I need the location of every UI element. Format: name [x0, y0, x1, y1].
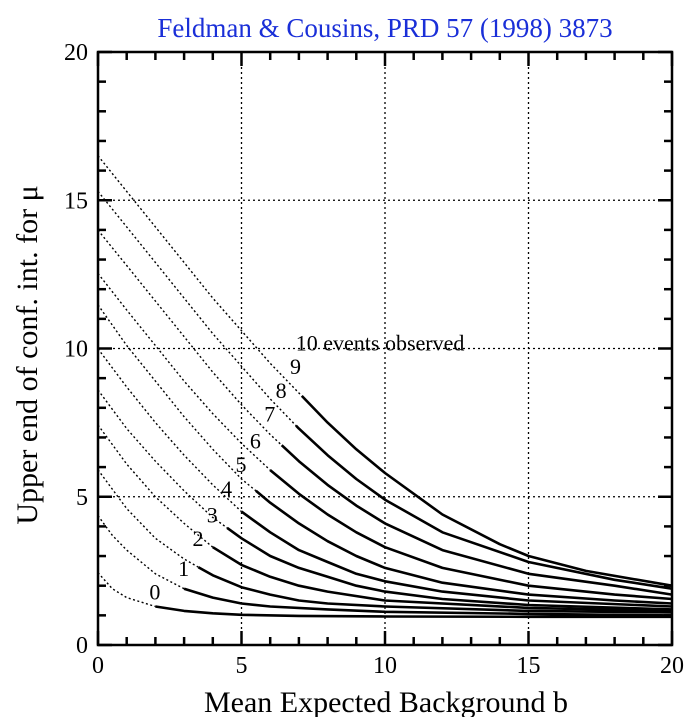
curve-label-1: 1 — [178, 556, 189, 581]
curve-2 — [197, 566, 673, 614]
curve-label-5: 5 — [236, 452, 247, 477]
x-tick-label: 10 — [373, 653, 397, 679]
curve-6-dotted — [97, 304, 257, 492]
y-tick-label: 10 — [64, 337, 88, 363]
curve-9-dotted — [97, 190, 297, 427]
curve-label-4: 4 — [221, 476, 232, 501]
curve-2-dotted — [97, 469, 199, 568]
confidence-limit-curves — [97, 155, 673, 619]
y-tick-label: 0 — [76, 633, 88, 659]
y-tick-label: 5 — [76, 485, 88, 511]
curve-7 — [269, 469, 673, 601]
curve-label-2: 2 — [192, 526, 203, 551]
y-tick-label: 15 — [64, 188, 88, 214]
curve-1 — [183, 587, 673, 617]
curve-3 — [212, 546, 673, 613]
x-tick-label: 15 — [517, 653, 541, 679]
curve-1-dotted — [97, 515, 185, 590]
curve-8-dotted — [97, 229, 283, 446]
curve-9 — [295, 424, 673, 590]
curve-label-7: 7 — [264, 402, 275, 427]
curve-3-dotted — [97, 424, 214, 548]
curve-7-dotted — [97, 273, 271, 471]
grid-lines — [98, 52, 672, 645]
y-axis-title: Upper end of conf. int. for μ — [11, 185, 44, 524]
curve-label-8: 8 — [276, 378, 287, 403]
curve-10-dotted — [97, 155, 303, 397]
citation-caption: Feldman & Cousins, PRD 57 (1998) 3873 — [157, 13, 612, 43]
curve-0-dotted — [97, 572, 156, 608]
curve-4 — [226, 526, 673, 611]
x-tick-label: 0 — [92, 653, 104, 679]
curve-8 — [280, 444, 673, 596]
curve-0 — [155, 605, 672, 619]
x-tick-label: 20 — [660, 653, 684, 679]
curve-label-10: 10 events observed — [296, 331, 465, 356]
curve-label-6: 6 — [250, 428, 261, 453]
x-axis-title: Mean Expected Background b — [204, 686, 568, 717]
y-tick-label: 20 — [64, 40, 88, 66]
curve-label-0: 0 — [149, 580, 160, 605]
curve-label-3: 3 — [207, 502, 218, 527]
x-tick-label: 5 — [236, 653, 248, 679]
curve-10 — [300, 394, 673, 587]
plot-frame — [96, 50, 674, 647]
curve-label-9: 9 — [290, 354, 301, 379]
curve-5-dotted — [97, 348, 242, 513]
curve-6 — [255, 489, 673, 605]
curve-5 — [240, 510, 673, 608]
